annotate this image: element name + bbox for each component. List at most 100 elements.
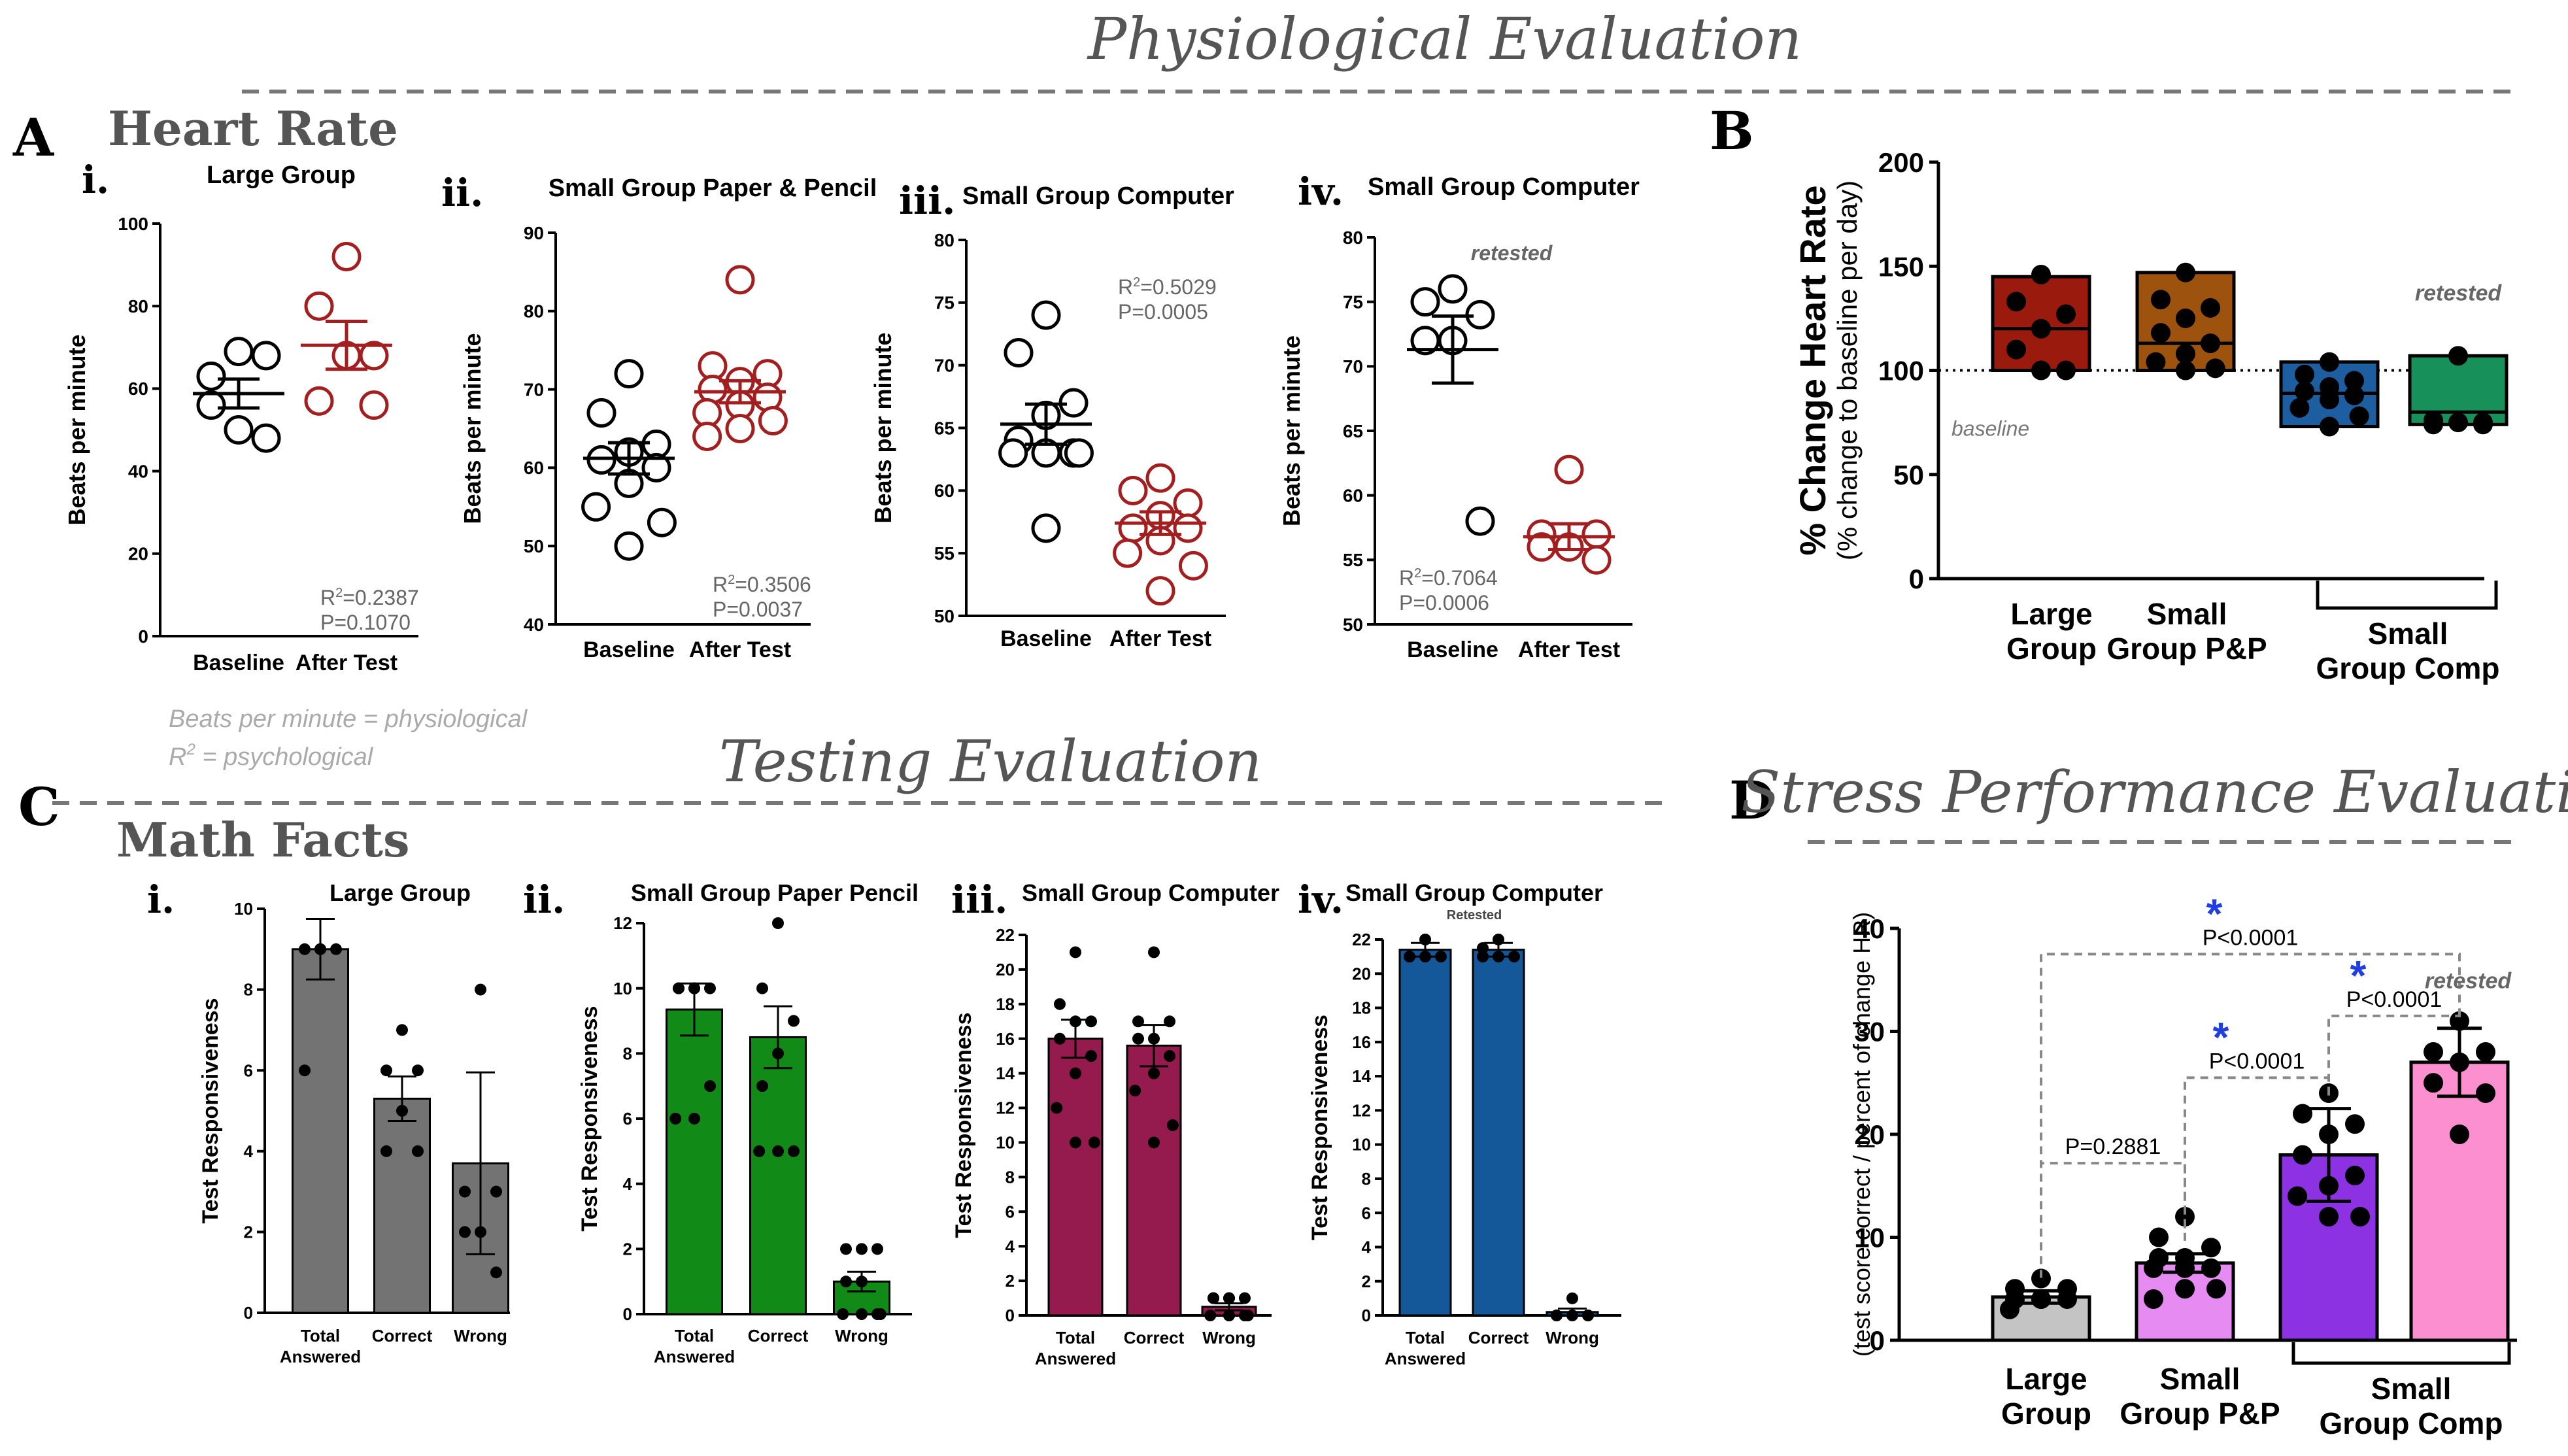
C-iii-point — [1148, 946, 1160, 958]
B-xlabel-group-comp: Group Comp — [2316, 651, 2499, 685]
A-iv-ytick-label: 50 — [1343, 615, 1363, 635]
A-i-point — [251, 423, 281, 453]
A-iv-title: Small Group Computer — [1368, 173, 1640, 201]
B-ytick-label: 150 — [1878, 251, 1924, 282]
C-ii-point — [704, 982, 716, 994]
C-iv-ytick-label: 8 — [1362, 1169, 1371, 1189]
B-point — [2320, 416, 2339, 437]
A-iv-point — [1581, 545, 1612, 575]
C-ii-point — [688, 1113, 700, 1125]
C-i-bar — [373, 1097, 431, 1314]
A-iv-y-label: Beats per minute — [1278, 335, 1305, 526]
C-ii-ytick-label: 4 — [623, 1174, 633, 1194]
D-xlabel-large: Large — [2005, 1362, 2087, 1396]
C-iii-point — [1148, 1136, 1160, 1149]
C-iii-ytick-label: 12 — [996, 1098, 1015, 1118]
D-point — [2201, 1238, 2221, 1258]
C-iv-ytick-label: 20 — [1352, 964, 1371, 983]
A-iii-point — [1031, 300, 1061, 330]
A-iv-point — [1438, 274, 1468, 304]
A-iii-x-label: After Test — [1109, 626, 1211, 651]
A-ii-point — [725, 265, 755, 295]
A-ii-ytick-label: 40 — [524, 615, 544, 635]
D-xlabel-small-comp: Small — [2371, 1372, 2452, 1406]
C-ii-point — [856, 1243, 868, 1255]
D-point — [2206, 1279, 2226, 1299]
C-iii-point — [1208, 1292, 1219, 1304]
A-ii-ytick-label: 60 — [524, 458, 544, 478]
D-comparison-p: P<0.0001 — [2203, 925, 2299, 950]
A-iv-point — [1527, 532, 1557, 562]
A-ii-x-label: After Test — [689, 637, 791, 662]
D-y-label: (test score correct / percent of change … — [1848, 912, 1875, 1357]
A-iv-ytick-label: 80 — [1343, 228, 1363, 248]
C-iv-x-label: Answered — [1385, 1349, 1466, 1368]
C-iii-ytick-label: 18 — [996, 994, 1015, 1014]
D-point — [2144, 1258, 2163, 1278]
A-i-y-label: Beats per minute — [63, 334, 90, 525]
C-iv-numeral: iv. — [1298, 877, 1343, 922]
A-iii-numeral: iii. — [899, 178, 955, 223]
C-iii-ytick-label: 0 — [1005, 1306, 1015, 1325]
A-ii-ytick-label: 50 — [524, 536, 544, 556]
A-ii-p-stat: P=0.0037 — [713, 598, 803, 621]
B-point — [2473, 415, 2493, 435]
C-iv-ytick-label: 0 — [1362, 1306, 1371, 1325]
D-ytick-label: 30 — [1854, 1017, 1885, 1047]
C-iii-ytick-label: 20 — [996, 960, 1015, 979]
A-ii-point — [581, 492, 611, 522]
C-iii-ytick-label: 10 — [996, 1133, 1015, 1153]
C-iii-point — [1242, 1310, 1254, 1321]
D-comparison-p: P<0.0001 — [2346, 987, 2442, 1012]
D-ytick-label: 40 — [1854, 913, 1885, 944]
C-ii-ytick-label: 0 — [623, 1304, 632, 1324]
C-ii-point — [874, 1308, 887, 1320]
C-i-point — [412, 1145, 424, 1157]
C-i-x-label: Answered — [280, 1347, 361, 1366]
C-i-ytick-label: 2 — [244, 1223, 253, 1242]
C-ii-point — [704, 1080, 716, 1092]
B-point — [2146, 352, 2166, 372]
C-ii-point — [840, 1243, 852, 1255]
A-iii-ytick-label: 80 — [934, 230, 955, 250]
A-i-point — [224, 337, 254, 367]
A-iv-ytick-label: 75 — [1343, 292, 1363, 312]
D-xlabel-group-comp: Group Comp — [2319, 1406, 2503, 1440]
B-point — [2176, 262, 2195, 282]
D-point — [2350, 1207, 2370, 1227]
C-iii-ytick-label: 2 — [1005, 1271, 1015, 1291]
A-iv-numeral: iv. — [1298, 169, 1343, 214]
C-i-point — [412, 1064, 424, 1077]
B-y-label: % Change Heart Rate — [1792, 185, 1833, 555]
A-iii-point — [998, 438, 1028, 468]
C-ii-x-label: Correct — [748, 1326, 809, 1346]
D-comparison-p: P=0.2881 — [2065, 1134, 2161, 1159]
physio-section-title: Physiological Evaluation — [1087, 5, 1802, 73]
C-iv-ytick-label: 2 — [1362, 1272, 1371, 1291]
D-point — [2450, 1052, 2469, 1072]
C-ii-numeral: ii. — [523, 877, 565, 922]
panel-a-subtitle: Heart Rate — [108, 101, 398, 156]
A-iii-point — [1145, 463, 1175, 493]
B-xlabel-small-comp: Small — [2368, 617, 2448, 651]
D-point — [2288, 1186, 2307, 1206]
A-iv-point — [1410, 326, 1440, 356]
C-ii-title: Small Group Paper Pencil — [631, 879, 919, 906]
B-point — [2031, 360, 2051, 381]
C-ii-point — [788, 1015, 800, 1027]
A-iii-y-label: Beats per minute — [870, 332, 896, 523]
A-iii-ytick-label: 75 — [934, 293, 955, 313]
B-point — [2295, 381, 2314, 401]
B-point — [2151, 290, 2171, 310]
stress-section-title: Stress Performance Evaluation — [1741, 758, 2568, 826]
B-point — [2031, 264, 2051, 284]
A-i-numeral: i. — [82, 158, 109, 202]
C-ii-point — [856, 1276, 868, 1288]
B-point — [2006, 292, 2026, 312]
C-iii-point — [1148, 1067, 1160, 1079]
C-i-ytick-label: 6 — [244, 1060, 253, 1080]
C-iii-point — [1223, 1292, 1235, 1304]
C-iii-point — [1166, 1119, 1179, 1131]
C-i-point — [459, 1226, 471, 1238]
